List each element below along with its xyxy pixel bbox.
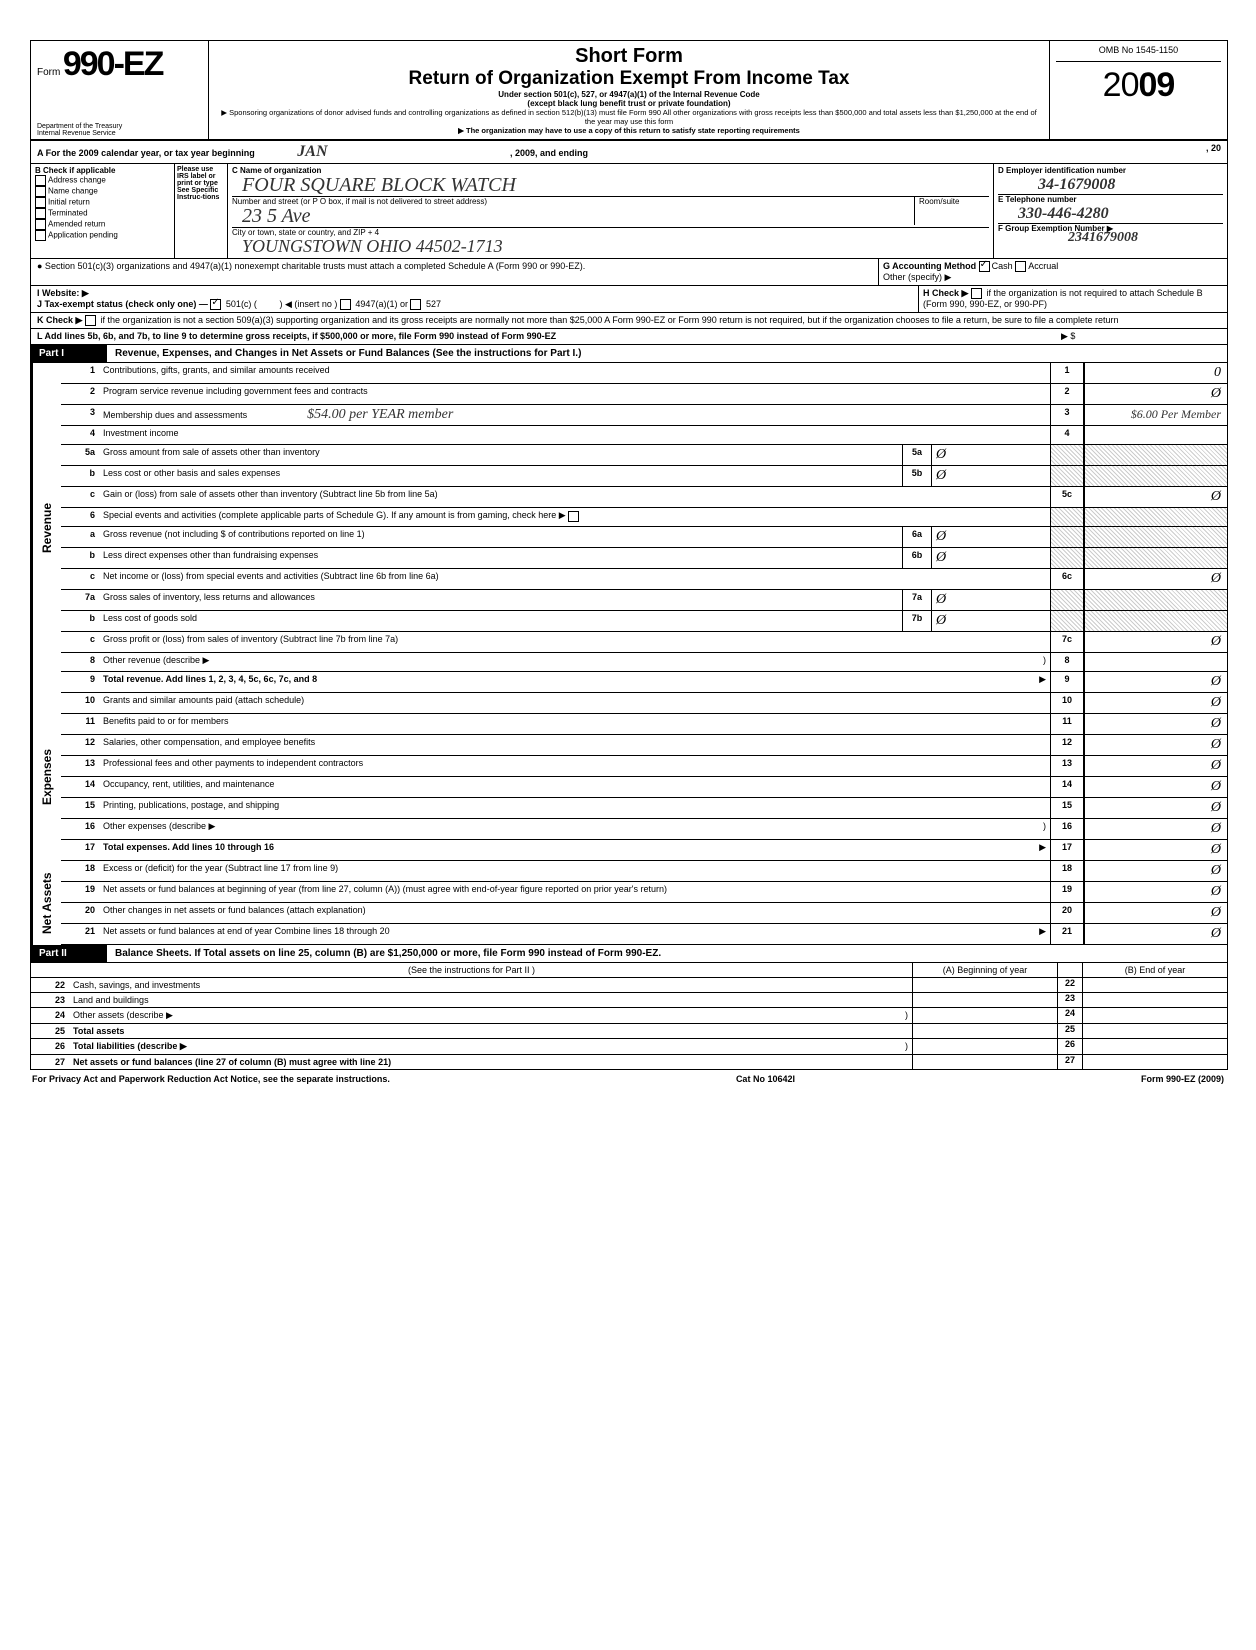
k-row: K Check ▶ if the organization is not a s…: [31, 313, 1227, 329]
scanned-stamp: SCANNED OCT 2 6 2010: [0, 900, 1, 1127]
revenue-section: Revenue 1Contributions, gifts, grants, a…: [31, 363, 1227, 693]
header-center: Short Form Return of Organization Exempt…: [209, 41, 1049, 139]
header-left: Form 990-EZ Department of the Treasury I…: [31, 41, 209, 139]
hand-group: 2341679008: [1068, 230, 1138, 246]
return-title: Return of Organization Exempt From Incom…: [219, 68, 1039, 90]
checkbox-501c[interactable]: [210, 299, 221, 310]
net-assets-section: Net Assets 18Excess or (deficit) for the…: [31, 861, 1227, 945]
g-label: G Accounting Method: [883, 261, 976, 271]
h-label: H Check ▶: [923, 288, 968, 298]
col-a-header: (A) Beginning of year: [912, 963, 1057, 977]
except-text: (except black lung benefit trust or priv…: [219, 99, 1039, 108]
dept-treasury: Department of the Treasury: [37, 123, 122, 130]
hand-begin-date: JAN: [297, 143, 327, 160]
d-label: D Employer identification number: [998, 166, 1126, 175]
part2-label: Part II: [31, 945, 107, 962]
section-b: B Check if applicable Address change Nam…: [31, 164, 175, 258]
part1-label: Part I: [31, 345, 107, 362]
hand-org-name: FOUR SQUARE BLOCK WATCH: [242, 174, 516, 197]
form-990ez: Form 990-EZ Department of the Treasury I…: [30, 40, 1228, 1070]
checkbox-terminated[interactable]: [35, 208, 46, 219]
part2-title: Balance Sheets. If Total assets on line …: [107, 945, 1227, 962]
form-version: Form 990-EZ (2009): [1141, 1074, 1224, 1084]
bcdef-block: B Check if applicable Address change Nam…: [31, 164, 1227, 259]
page-footer: For Privacy Act and Paperwork Reduction …: [30, 1070, 1226, 1088]
section-a-year: , 2009, and ending: [510, 148, 588, 158]
checkbox-cash[interactable]: [979, 261, 990, 272]
l-arrow: ▶ $: [1061, 331, 1221, 342]
checkbox-address-change[interactable]: [35, 175, 46, 186]
col-b-header: (B) End of year: [1082, 963, 1227, 977]
under-section: Under section 501(c), 527, or 4947(a)(1)…: [219, 90, 1039, 99]
hand-street: 23 5 Ave: [242, 205, 311, 228]
part1-header: Part I Revenue, Expenses, and Changes in…: [31, 345, 1227, 363]
dept-irs: Internal Revenue Service: [37, 130, 122, 137]
section-def: D Employer identification number 34-1679…: [994, 164, 1227, 258]
revenue-side-label: Revenue: [31, 363, 61, 693]
may-have-text: ▶ The organization may have to use a cop…: [219, 126, 1039, 135]
section-b-label: B Check if applicable: [35, 166, 170, 175]
checkbox-k[interactable]: [85, 315, 96, 326]
hand-city: YOUNGSTOWN OHIO 44502-1713: [242, 236, 503, 257]
tax-year: 2009: [1056, 66, 1221, 105]
privacy-notice: For Privacy Act and Paperwork Reduction …: [32, 1074, 390, 1084]
checkbox-h[interactable]: [971, 288, 982, 299]
checkbox-527[interactable]: [410, 299, 421, 310]
other-specify: Other (specify) ▶: [883, 272, 1223, 283]
sponsoring-text: ▶ Sponsoring organizations of donor advi…: [219, 108, 1039, 126]
room-suite: Room/suite: [914, 197, 989, 225]
checkbox-name-change[interactable]: [35, 186, 46, 197]
hand-phone: 330-446-4280: [1018, 205, 1109, 223]
j-label: J Tax-exempt status (check only one) —: [37, 299, 208, 309]
part2-header: Part II Balance Sheets. If Total assets …: [31, 945, 1227, 963]
e-label: E Telephone number: [998, 195, 1077, 204]
l-row: L Add lines 5b, 6b, and 7b, to line 9 to…: [31, 329, 1227, 345]
form-header: Form 990-EZ Department of the Treasury I…: [31, 41, 1227, 141]
section-a-row: A For the 2009 calendar year, or tax yea…: [31, 141, 1227, 164]
net-assets-side-label: Net Assets: [31, 861, 61, 945]
bullet-g-row: ● Section 501(c)(3) organizations and 49…: [31, 259, 1227, 286]
ij-row: I Website: ▶ J Tax-exempt status (check …: [31, 286, 1227, 313]
short-form-title: Short Form: [219, 45, 1039, 68]
form-label: Form: [37, 67, 60, 78]
cat-number: Cat No 10642I: [736, 1074, 795, 1084]
website-label: I Website: ▶: [37, 288, 912, 299]
section-c: C Name of organization FOUR SQUARE BLOCK…: [228, 164, 994, 258]
section-a-text: A For the 2009 calendar year, or tax yea…: [37, 148, 255, 158]
checkbox-accrual[interactable]: [1015, 261, 1026, 272]
checkbox-gaming[interactable]: [568, 511, 579, 522]
expenses-section: Expenses 10Grants and similar amounts pa…: [31, 693, 1227, 861]
section-501-text: ● Section 501(c)(3) organizations and 49…: [37, 261, 872, 271]
form-number: 990-EZ: [63, 45, 163, 83]
checkbox-initial-return[interactable]: [35, 197, 46, 208]
part1-title: Revenue, Expenses, and Changes in Net As…: [107, 345, 1227, 362]
checkbox-pending[interactable]: [35, 230, 46, 241]
header-right: OMB No 1545-1150 2009: [1049, 41, 1227, 139]
checkbox-amended[interactable]: [35, 219, 46, 230]
hand-ein: 34-1679008: [1038, 176, 1115, 194]
section-a-end: , 20: [1206, 143, 1221, 153]
expenses-side-label: Expenses: [31, 693, 61, 861]
checkbox-4947[interactable]: [340, 299, 351, 310]
please-col: Please use IRS label or print or type Se…: [175, 164, 228, 258]
omb-number: OMB No 1545-1150: [1056, 45, 1221, 62]
balance-header: (See the instructions for Part II ) (A) …: [31, 963, 1227, 978]
k-label: K Check ▶: [37, 315, 82, 325]
part2-instructions: (See the instructions for Part II ): [31, 963, 912, 977]
